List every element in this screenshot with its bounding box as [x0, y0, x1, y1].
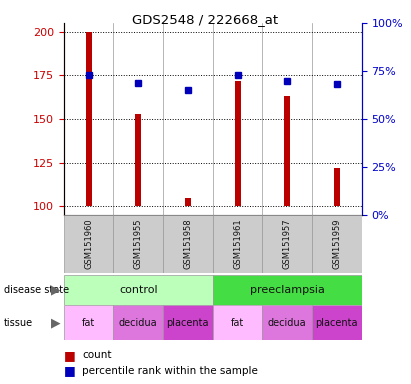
Text: fat: fat: [231, 318, 244, 328]
Text: ▶: ▶: [51, 283, 60, 296]
Text: decidua: decidua: [119, 318, 157, 328]
Bar: [64, 305, 113, 340]
Text: count: count: [82, 350, 112, 360]
Bar: [262, 305, 312, 340]
Text: percentile rank within the sample: percentile rank within the sample: [82, 366, 258, 376]
Text: GSM151955: GSM151955: [134, 218, 143, 269]
Bar: [334, 168, 340, 206]
Bar: [262, 215, 312, 273]
Text: fat: fat: [82, 318, 95, 328]
Text: GSM151958: GSM151958: [183, 218, 192, 269]
Text: ■: ■: [64, 349, 76, 362]
Text: ■: ■: [64, 364, 76, 377]
Bar: [113, 215, 163, 273]
Bar: [64, 215, 113, 273]
Bar: [85, 32, 92, 206]
Bar: [213, 275, 362, 305]
Bar: [312, 215, 362, 273]
Text: ▶: ▶: [51, 316, 60, 329]
Text: tissue: tissue: [4, 318, 33, 328]
Bar: [284, 96, 290, 206]
Bar: [213, 305, 262, 340]
Text: placenta: placenta: [316, 318, 358, 328]
Text: GSM151959: GSM151959: [332, 218, 342, 269]
Bar: [64, 275, 213, 305]
Text: disease state: disease state: [4, 285, 69, 295]
Bar: [163, 305, 213, 340]
Text: preeclampsia: preeclampsia: [250, 285, 325, 295]
Text: decidua: decidua: [268, 318, 307, 328]
Bar: [213, 215, 262, 273]
Bar: [235, 81, 240, 206]
Text: GSM151960: GSM151960: [84, 218, 93, 269]
Text: GSM151961: GSM151961: [233, 218, 242, 269]
Text: GDS2548 / 222668_at: GDS2548 / 222668_at: [132, 13, 279, 26]
Bar: [135, 114, 141, 206]
Text: placenta: placenta: [166, 318, 209, 328]
Bar: [163, 215, 213, 273]
Bar: [113, 305, 163, 340]
Bar: [312, 305, 362, 340]
Text: control: control: [119, 285, 157, 295]
Bar: [185, 198, 191, 206]
Text: GSM151957: GSM151957: [283, 218, 292, 269]
